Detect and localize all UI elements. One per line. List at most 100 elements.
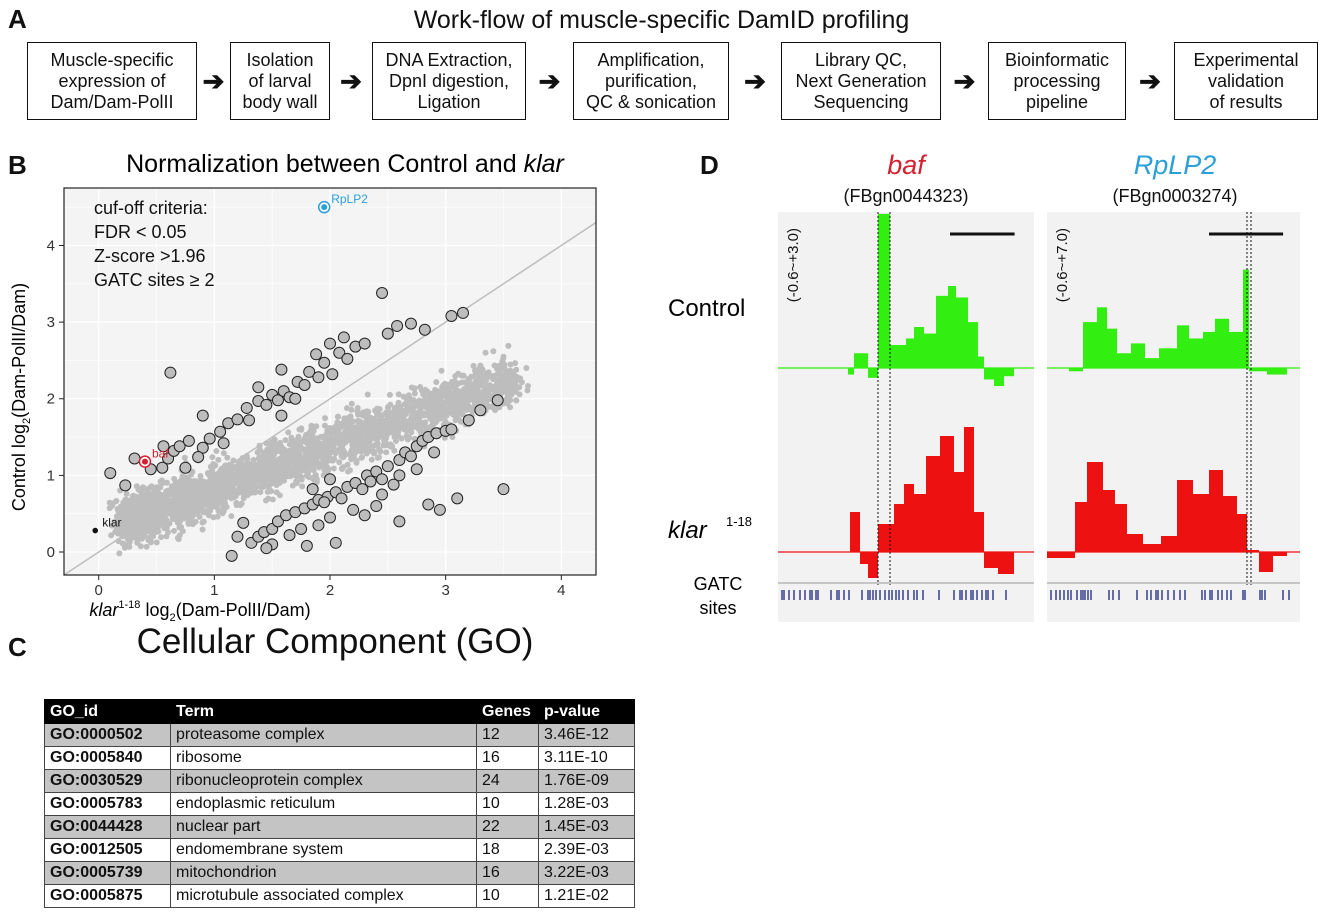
table-row: GO:0005840 ribosome 16 3.11E-10 — [44, 746, 635, 770]
background-point — [244, 482, 251, 489]
background-point — [395, 432, 402, 439]
background-point — [433, 379, 440, 386]
control-signal-bar — [1249, 368, 1267, 372]
table-row: GO:0005739 mitochondrion 16 3.22E-03 — [44, 861, 635, 885]
pvalue-cell: 3.11E-10 — [538, 746, 635, 770]
background-point — [222, 480, 229, 487]
background-point — [500, 353, 507, 360]
significant-point — [214, 425, 227, 438]
background-point — [443, 412, 450, 419]
significant-point — [428, 446, 441, 459]
background-point — [209, 467, 216, 474]
background-point — [257, 461, 264, 468]
axis-ticks: 0 1 2 3 4 0 1 2 3 4 — [47, 237, 566, 599]
background-point — [513, 366, 520, 373]
background-point — [126, 522, 133, 529]
row-label-gatc-1: GATC — [694, 574, 743, 594]
control-signal-bar — [994, 368, 1004, 387]
background-point — [217, 467, 224, 474]
background-point — [391, 447, 398, 454]
background-point — [368, 444, 375, 451]
background-point — [262, 460, 269, 467]
background-point — [201, 479, 208, 486]
background-point — [317, 444, 324, 451]
background-point — [317, 433, 324, 440]
background-point — [473, 399, 480, 406]
background-point — [382, 426, 389, 433]
klar-signal-bar — [868, 552, 878, 578]
background-point — [399, 421, 406, 428]
background-point — [153, 539, 160, 546]
background-point — [340, 454, 347, 461]
significant-points — [104, 286, 510, 562]
significant-point — [295, 523, 308, 536]
background-point — [158, 493, 165, 500]
criteria-line: cuf-off criteria: — [94, 198, 208, 218]
klar-signal-bar — [926, 456, 940, 552]
background-point — [216, 486, 223, 493]
y-label-prefix: Control log — [9, 424, 29, 511]
background-point — [187, 504, 194, 511]
significant-point — [329, 536, 342, 549]
background-point — [387, 441, 394, 448]
background-point — [304, 446, 311, 453]
background-point — [135, 486, 142, 493]
workflow-step: Library QC, Next Generation Sequencing — [781, 42, 941, 120]
background-point — [310, 443, 317, 450]
track-panel: Control klar 1-18 GATC sites baf (FBgn0044323)… — [668, 150, 1300, 622]
background-point — [452, 373, 459, 380]
background-point — [309, 434, 316, 441]
significant-point — [173, 440, 186, 453]
background-point — [468, 373, 475, 380]
background-point — [428, 423, 435, 430]
significant-point — [119, 479, 132, 492]
background-point — [252, 482, 259, 489]
significant-point — [347, 503, 360, 516]
background-point — [129, 499, 136, 506]
control-signal-bar — [890, 345, 906, 368]
background-point — [176, 524, 183, 531]
go-table-header: GO_id Term Genes p-value — [44, 699, 635, 724]
background-point — [201, 484, 208, 491]
point-baf — [141, 458, 148, 465]
background-point — [275, 456, 282, 463]
workflow-step: Muscle-specific expression of Dam/Dam-Po… — [27, 42, 197, 120]
klar-signal-bar — [1209, 470, 1223, 552]
scatter-title-plain: Normalization between Control and — [126, 150, 523, 178]
background-point — [322, 415, 329, 422]
background-point — [136, 534, 143, 541]
significant-point — [318, 356, 331, 369]
background-point — [115, 538, 122, 545]
point-label-klar: klar — [102, 516, 121, 530]
background-point — [331, 455, 338, 462]
background-point — [262, 497, 269, 504]
background-point — [452, 392, 459, 399]
background-point — [380, 442, 387, 449]
background-point — [324, 431, 331, 438]
background-point — [144, 487, 151, 494]
table-row: GO:0044428 nuclear part 22 1.45E-03 — [44, 815, 635, 839]
background-point — [151, 527, 158, 534]
background-point — [344, 415, 351, 422]
background-point — [108, 532, 115, 539]
background-point — [482, 349, 489, 356]
background-point — [279, 451, 286, 458]
background-point — [466, 406, 473, 413]
background-point — [159, 480, 166, 487]
background-point — [164, 519, 171, 526]
background-point — [163, 533, 170, 540]
background-point — [244, 471, 251, 478]
background-point — [354, 437, 361, 444]
significant-point — [445, 423, 458, 436]
background-point — [240, 490, 247, 497]
background-point — [121, 524, 128, 531]
background-point — [431, 411, 438, 418]
control-signal-bar — [1004, 368, 1014, 377]
background-point — [230, 457, 237, 464]
background-point — [293, 452, 300, 459]
background-point — [158, 534, 165, 541]
workflow-arrow-icon: ➔ — [1139, 66, 1161, 96]
background-point — [375, 418, 382, 425]
control-signal-bar — [1107, 328, 1117, 368]
klar-signal-bar — [1143, 544, 1161, 552]
